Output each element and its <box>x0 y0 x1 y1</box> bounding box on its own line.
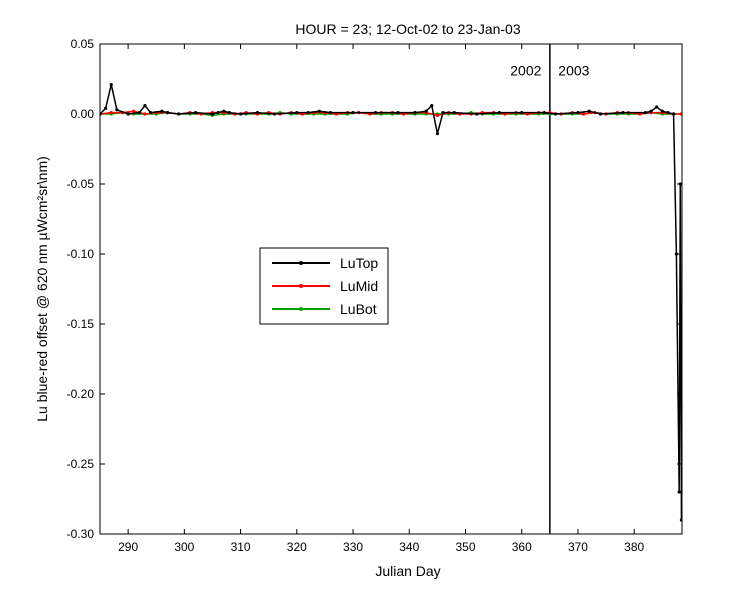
annotation-label: 2003 <box>558 63 589 79</box>
x-tick-label: 360 <box>512 540 532 554</box>
data-point <box>678 182 682 186</box>
data-point <box>430 104 434 108</box>
data-point <box>160 109 164 113</box>
data-point <box>373 111 378 115</box>
data-point <box>655 105 659 109</box>
data-point <box>520 111 524 115</box>
data-point <box>137 111 141 115</box>
data-point <box>222 109 226 113</box>
data-point <box>475 112 479 116</box>
x-tick-label: 380 <box>624 540 644 554</box>
data-point <box>132 109 136 113</box>
data-point <box>272 112 276 116</box>
legend-label: LuTop <box>340 255 378 271</box>
y-axis-label: Lu blue-red offset @ 620 nm µWcm²sr\nm) <box>34 156 50 422</box>
data-point <box>317 109 321 113</box>
y-tick-label: -0.15 <box>67 317 95 331</box>
data-point <box>581 112 586 116</box>
data-point <box>435 113 439 117</box>
data-point <box>666 111 670 115</box>
series-lutop <box>100 83 682 522</box>
x-axis-ticks: 290 300 310 320 330 340 350 360 370 380 <box>118 44 645 554</box>
series-line <box>100 84 682 521</box>
legend-marker <box>299 284 303 288</box>
legend: LuTop LuMid LuBot <box>259 247 389 325</box>
data-point <box>677 490 681 494</box>
y-tick-label: -0.20 <box>67 387 95 401</box>
data-point <box>441 111 445 115</box>
x-tick-label: 350 <box>455 540 475 554</box>
data-point <box>542 111 546 115</box>
data-point <box>660 109 664 113</box>
data-point <box>674 252 678 256</box>
y-tick-label: 0.00 <box>71 107 95 121</box>
data-point <box>351 111 355 115</box>
legend-marker <box>299 307 303 311</box>
y-tick-label: -0.25 <box>67 457 95 471</box>
y-tick-label: -0.05 <box>67 177 95 191</box>
plot-frame <box>99 43 683 535</box>
x-tick-label: 340 <box>399 540 419 554</box>
data-point <box>328 111 333 115</box>
data-point <box>413 111 417 115</box>
data-point <box>238 112 243 116</box>
y-tick-label: -0.10 <box>67 247 95 261</box>
y-axis-ticks: -0.30 -0.25 -0.20 -0.15 -0.10 -0.05 0.00 0.05 <box>67 37 682 541</box>
x-tick-label: 290 <box>118 540 138 554</box>
data-point <box>104 106 108 110</box>
data-point <box>165 111 170 115</box>
data-point <box>295 111 299 115</box>
x-tick-label: 370 <box>568 540 588 554</box>
data-point <box>143 112 147 116</box>
x-tick-label: 300 <box>174 540 194 554</box>
year-annotations: 2002 2003 <box>510 63 589 79</box>
series-layer <box>100 83 682 522</box>
annotation-label: 2002 <box>510 63 541 79</box>
x-axis-label: Julian Day <box>375 563 440 579</box>
data-point <box>115 108 119 112</box>
data-point <box>553 112 558 116</box>
data-point <box>452 111 456 115</box>
data-point <box>679 112 682 116</box>
legend-item-lumid: LuMid <box>272 278 378 294</box>
legend-label: LuBot <box>340 301 377 317</box>
x-tick-label: 310 <box>231 540 251 554</box>
data-point <box>649 109 653 113</box>
legend-label: LuMid <box>340 278 378 294</box>
data-point <box>396 111 400 115</box>
data-point <box>679 518 682 522</box>
data-point <box>126 112 130 116</box>
x-tick-label: 320 <box>287 540 307 554</box>
data-point <box>621 111 625 115</box>
data-point <box>149 111 153 115</box>
data-point <box>576 111 580 115</box>
x-tick-label: 330 <box>343 540 363 554</box>
legend-marker <box>299 261 303 265</box>
data-point <box>109 111 113 115</box>
data-point <box>216 111 220 115</box>
legend-item-lutop: LuTop <box>272 255 378 271</box>
y-tick-label: -0.30 <box>67 527 95 541</box>
data-point <box>227 111 231 115</box>
data-point <box>424 109 428 113</box>
data-point <box>109 83 113 87</box>
data-point <box>587 109 591 113</box>
data-point <box>497 111 501 115</box>
data-point <box>643 111 648 115</box>
data-point <box>671 112 676 116</box>
chart-title: HOUR = 23; 12-Oct-02 to 23-Jan-03 <box>295 21 520 37</box>
data-point <box>193 111 198 115</box>
data-point <box>210 112 215 116</box>
data-point <box>598 112 603 116</box>
data-point <box>306 111 310 115</box>
y-tick-label: 0.05 <box>71 37 95 51</box>
data-point <box>177 112 181 116</box>
legend-item-lubot: LuBot <box>272 301 377 317</box>
data-point <box>143 104 147 108</box>
data-point <box>435 132 439 136</box>
data-point <box>255 111 260 115</box>
